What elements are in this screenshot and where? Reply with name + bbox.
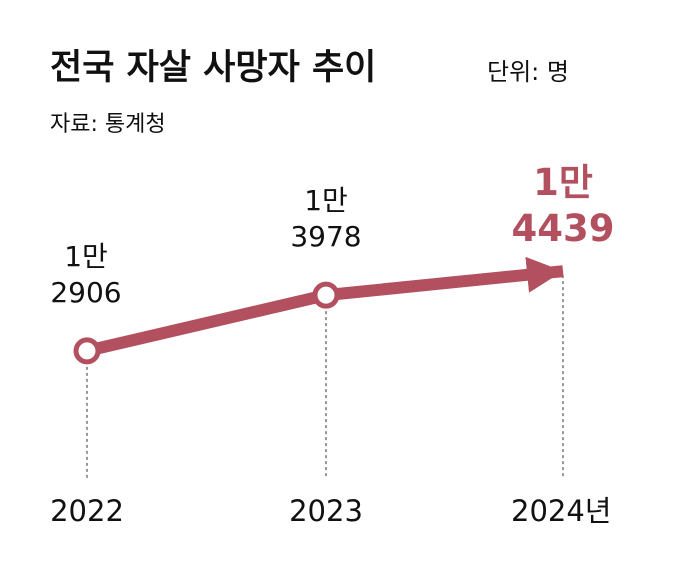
drop-lines	[86, 275, 564, 478]
data-point	[312, 281, 340, 309]
x-tick-label: 2022	[50, 494, 124, 528]
chart-title: 전국 자살 사망자 추이	[50, 48, 376, 88]
x-tick-label: 2023	[289, 494, 363, 528]
data-label: 2906	[50, 276, 121, 309]
source-label: 자료: 통계청	[50, 112, 166, 137]
unit-label: 단위: 명	[487, 58, 569, 86]
data-points	[73, 281, 340, 365]
x-axis-ticks: 2022 2023 2024년	[50, 494, 611, 528]
data-label: 4439	[512, 207, 615, 250]
data-label: 1만	[64, 240, 108, 273]
data-label: 3978	[290, 220, 361, 253]
data-label: 1만	[304, 184, 348, 217]
x-tick-label: 2024년	[511, 494, 611, 528]
data-label: 1만	[533, 161, 593, 204]
data-point	[73, 337, 101, 365]
